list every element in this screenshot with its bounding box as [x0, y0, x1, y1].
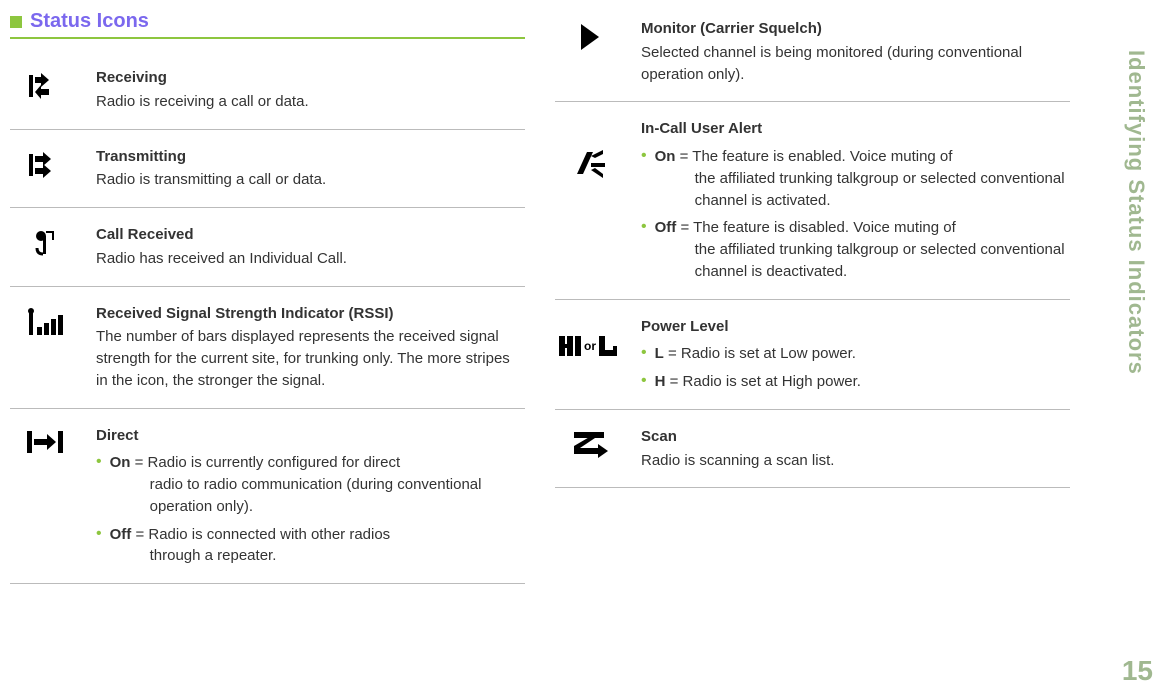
power-title: Power Level — [641, 316, 1070, 338]
in-call-on-label: On — [655, 148, 676, 165]
divider — [10, 207, 525, 208]
direct-off-row: • Off = Radio is connected with other ra… — [96, 524, 525, 568]
power-l-row: • L = Radio is set at Low power. — [641, 343, 1070, 365]
in-call-off-line: = The feature is disabled. Voice muting … — [676, 219, 955, 236]
page-number: 15 — [1122, 655, 1153, 687]
power-bullets: • L = Radio is set at Low power. • H = R… — [641, 343, 1070, 393]
divider — [10, 583, 525, 584]
left-column: Status Icons Receiving Radio is receivin… — [10, 10, 525, 592]
receiving-title: Receiving — [96, 67, 525, 89]
transmitting-icon — [10, 146, 80, 180]
rssi-icon — [10, 303, 80, 337]
monitor-title: Monitor (Carrier Squelch) — [641, 18, 1070, 40]
rssi-title: Received Signal Strength Indicator (RSSI… — [96, 303, 525, 325]
page-container: Status Icons Receiving Radio is receivin… — [0, 0, 1090, 602]
bullet-icon: • — [641, 146, 647, 167]
direct-on-text: On = Radio is currently configured for d… — [110, 452, 525, 517]
direct-on-line: = Radio is currently configured for dire… — [130, 454, 400, 471]
power-h-line: = Radio is set at High power. — [665, 373, 861, 390]
divider — [10, 129, 525, 130]
direct-content: Direct • On = Radio is currently configu… — [96, 425, 525, 568]
right-column: Monitor (Carrier Squelch) Selected chann… — [555, 10, 1070, 592]
direct-bullets: • On = Radio is currently configured for… — [96, 452, 525, 567]
receiving-desc: Radio is receiving a call or data. — [96, 91, 525, 113]
scan-icon — [555, 426, 625, 458]
item-call-received: Call Received Radio has received an Indi… — [10, 216, 525, 278]
direct-off-label: Off — [110, 526, 132, 543]
call-received-content: Call Received Radio has received an Indi… — [96, 224, 525, 270]
divider — [10, 286, 525, 287]
item-power-level: or Power Level • L = Radio is set at Low… — [555, 308, 1070, 401]
transmitting-desc: Radio is transmitting a call or data. — [96, 169, 525, 191]
direct-off-text: Off = Radio is connected with other radi… — [110, 524, 525, 568]
bullet-icon: • — [96, 452, 102, 473]
rssi-content: Received Signal Strength Indicator (RSSI… — [96, 303, 525, 392]
power-h-label: H — [655, 373, 666, 390]
divider — [555, 101, 1070, 102]
item-direct: Direct • On = Radio is currently configu… — [10, 417, 525, 576]
item-in-call-alert: In-Call User Alert • On = The feature is… — [555, 110, 1070, 290]
item-scan: Scan Radio is scanning a scan list. — [555, 418, 1070, 480]
bullet-icon: • — [641, 343, 647, 364]
in-call-icon — [555, 118, 625, 182]
divider — [555, 299, 1070, 300]
direct-off-line: = Radio is connected with other radios — [131, 526, 390, 543]
power-l-text: L = Radio is set at Low power. — [655, 343, 1070, 365]
direct-on-label: On — [110, 454, 131, 471]
call-received-title: Call Received — [96, 224, 525, 246]
scan-desc: Radio is scanning a scan list. — [641, 450, 1070, 472]
item-receiving: Receiving Radio is receiving a call or d… — [10, 59, 525, 121]
bullet-icon: • — [641, 371, 647, 392]
bullet-icon: • — [96, 524, 102, 545]
power-content: Power Level • L = Radio is set at Low po… — [641, 316, 1070, 393]
transmitting-title: Transmitting — [96, 146, 525, 168]
heading-row: Status Icons — [10, 10, 525, 33]
direct-on-cont: radio to radio communication (during con… — [110, 474, 525, 518]
receiving-icon — [10, 67, 80, 101]
in-call-off-cont: the affiliated trunking talkgroup or sel… — [655, 239, 1070, 283]
direct-title: Direct — [96, 425, 525, 447]
power-l-line: = Radio is set at Low power. — [664, 345, 856, 362]
divider — [555, 409, 1070, 410]
direct-on-row: • On = Radio is currently configured for… — [96, 452, 525, 517]
divider — [10, 408, 525, 409]
bullet-icon: • — [641, 217, 647, 238]
divider — [555, 487, 1070, 488]
direct-off-cont: through a repeater. — [110, 545, 525, 567]
scan-content: Scan Radio is scanning a scan list. — [641, 426, 1070, 472]
transmitting-content: Transmitting Radio is transmitting a cal… — [96, 146, 525, 192]
in-call-title: In-Call User Alert — [641, 118, 1070, 140]
heading-square-icon — [10, 16, 22, 28]
power-h-text: H = Radio is set at High power. — [655, 371, 1070, 393]
item-transmitting: Transmitting Radio is transmitting a cal… — [10, 138, 525, 200]
in-call-bullets: • On = The feature is enabled. Voice mut… — [641, 146, 1070, 283]
in-call-off-text: Off = The feature is disabled. Voice mut… — [655, 217, 1070, 282]
in-call-on-cont: the affiliated trunking talkgroup or sel… — [655, 168, 1070, 212]
in-call-off-label: Off — [655, 219, 677, 236]
section-heading: Status Icons — [30, 10, 149, 33]
in-call-on-row: • On = The feature is enabled. Voice mut… — [641, 146, 1070, 211]
rssi-desc: The number of bars displayed represents … — [96, 326, 525, 391]
receiving-content: Receiving Radio is receiving a call or d… — [96, 67, 525, 113]
monitor-desc: Selected channel is being monitored (dur… — [641, 42, 1070, 86]
in-call-content: In-Call User Alert • On = The feature is… — [641, 118, 1070, 282]
side-tab-label: Identifying Status Indicators — [1123, 50, 1149, 375]
power-or-text: or — [584, 339, 596, 353]
power-h-row: • H = Radio is set at High power. — [641, 371, 1070, 393]
call-received-desc: Radio has received an Individual Call. — [96, 248, 525, 270]
heading-underline — [10, 37, 525, 39]
item-rssi: Received Signal Strength Indicator (RSSI… — [10, 295, 525, 400]
monitor-content: Monitor (Carrier Squelch) Selected chann… — [641, 18, 1070, 85]
in-call-on-text: On = The feature is enabled. Voice mutin… — [655, 146, 1070, 211]
item-monitor: Monitor (Carrier Squelch) Selected chann… — [555, 10, 1070, 93]
scan-title: Scan — [641, 426, 1070, 448]
in-call-off-row: • Off = The feature is disabled. Voice m… — [641, 217, 1070, 282]
power-level-icon: or — [555, 316, 625, 356]
direct-icon — [10, 425, 80, 455]
monitor-icon — [555, 18, 625, 52]
call-received-icon — [10, 224, 80, 258]
power-l-label: L — [655, 345, 664, 362]
in-call-on-line: = The feature is enabled. Voice muting o… — [675, 148, 952, 165]
